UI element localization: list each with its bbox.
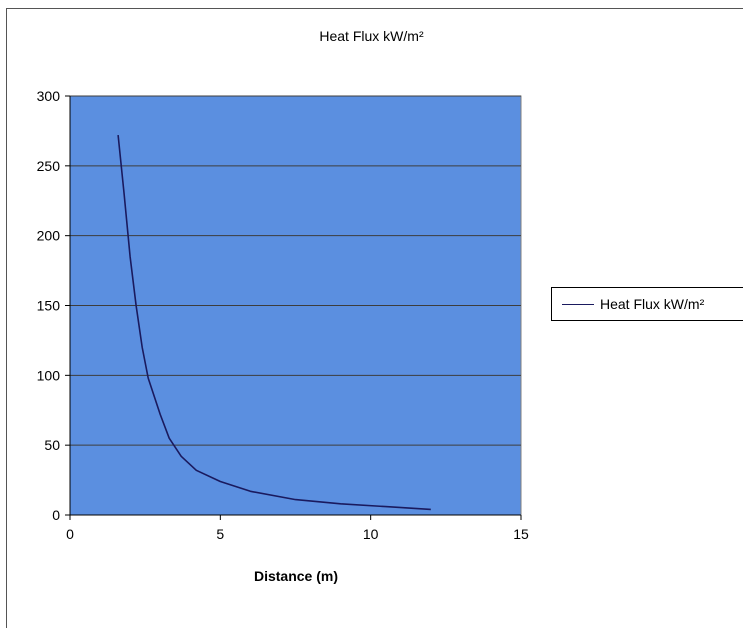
y-tick-label-150: 150 [37,298,61,314]
plot-area: 0 50 100 150 200 250 300 0 5 10 15 [37,88,529,542]
y-tick-label-250: 250 [37,158,61,174]
legend-swatch [562,304,594,305]
x-tick-label-0: 0 [66,526,74,542]
x-tick-label-5: 5 [216,526,224,542]
y-tick-label-300: 300 [37,88,61,104]
y-tick-label-50: 50 [44,437,60,453]
legend: Heat Flux kW/m² [551,287,743,321]
x-tick-label-10: 10 [363,526,379,542]
y-tick-label-0: 0 [52,507,60,523]
x-tick-label-15: 15 [513,526,529,542]
y-tick-label-200: 200 [37,228,61,244]
chart-frame [6,8,743,628]
chart-title: Heat Flux kW/m² [319,28,424,44]
x-axis-label: Distance (m) [253,568,339,584]
legend-label: Heat Flux kW/m² [600,296,705,312]
series-line-0 [117,135,431,511]
y-tick-label-100: 100 [37,367,61,383]
